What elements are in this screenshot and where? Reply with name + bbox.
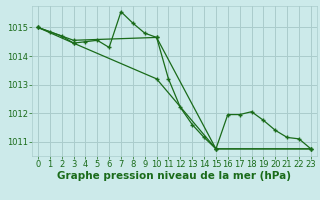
X-axis label: Graphe pression niveau de la mer (hPa): Graphe pression niveau de la mer (hPa): [57, 171, 292, 181]
